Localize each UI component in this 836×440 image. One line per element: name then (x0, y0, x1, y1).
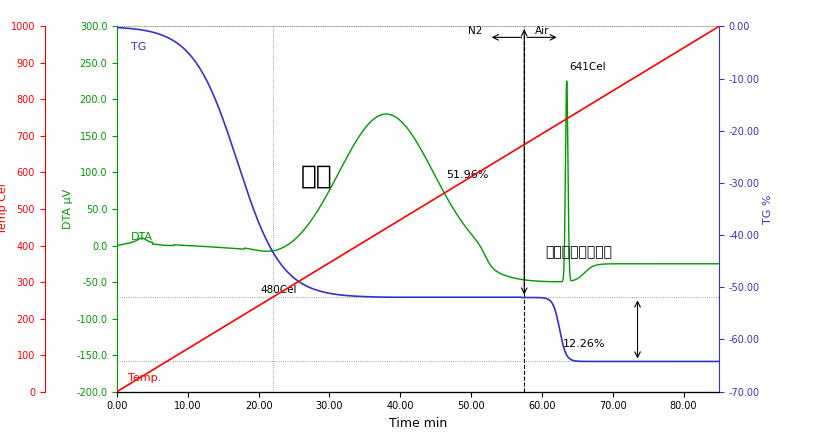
Y-axis label: TG %: TG % (762, 194, 772, 224)
Y-axis label: DTA μV: DTA μV (64, 189, 74, 229)
Y-axis label: Temp Cel: Temp Cel (0, 183, 8, 235)
Text: 480Cel: 480Cel (261, 285, 298, 295)
Text: Temp.: Temp. (128, 374, 161, 383)
Text: TG: TG (131, 42, 146, 52)
Text: ゴム: ゴム (301, 163, 333, 190)
Text: N2: N2 (467, 26, 482, 36)
Text: 12.26%: 12.26% (563, 339, 605, 349)
Text: カーボンブラック: カーボンブラック (545, 245, 613, 259)
Text: Air: Air (535, 26, 549, 36)
Text: 51.96%: 51.96% (446, 170, 489, 180)
X-axis label: Time min: Time min (389, 417, 447, 430)
Text: 641Cel: 641Cel (568, 62, 605, 72)
Text: DTA: DTA (131, 232, 153, 242)
